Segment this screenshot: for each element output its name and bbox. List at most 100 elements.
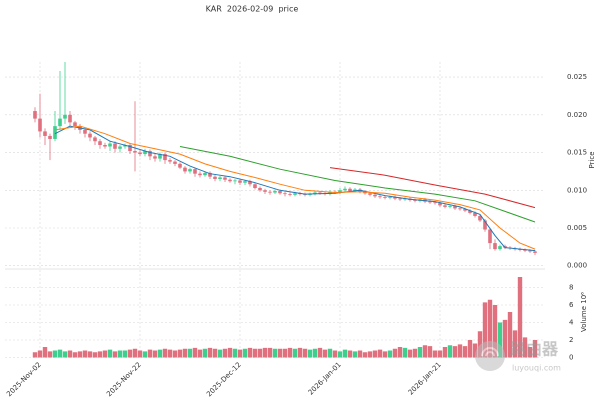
volume-bar <box>347 350 353 358</box>
candle-body <box>188 169 192 172</box>
volume-bar <box>252 348 258 358</box>
volume-bar <box>477 331 483 358</box>
candle-body <box>43 131 47 136</box>
candle-body <box>293 193 297 195</box>
volume-bar <box>52 350 58 358</box>
x-tick-label: 2025-Nov-22 <box>105 361 143 399</box>
volume-bar <box>392 348 398 358</box>
candle-body <box>398 198 402 200</box>
volume-bar <box>512 330 518 358</box>
volume-bar <box>362 352 368 358</box>
volume-bar <box>387 350 393 358</box>
candle-body <box>478 215 482 221</box>
volume-bar <box>297 347 303 358</box>
candle-body <box>48 135 52 139</box>
candle-body <box>168 160 172 162</box>
y-tick-label: 0.010 <box>567 186 587 194</box>
candle-body <box>158 154 162 159</box>
volume-bar <box>322 349 328 358</box>
candle-body <box>453 206 457 209</box>
candle-body <box>433 202 437 204</box>
volume-bar <box>372 350 378 358</box>
volume-bar <box>482 302 488 358</box>
volume-bar <box>217 349 223 358</box>
volume-bar <box>457 344 463 358</box>
volume-bar <box>127 349 133 358</box>
candle-body <box>63 114 67 119</box>
candle-body <box>243 181 247 183</box>
volume-bar <box>272 348 278 358</box>
y-tick-label: 0.025 <box>567 73 587 81</box>
volume-bar <box>182 348 188 358</box>
candle-body <box>238 180 242 183</box>
volume-bar <box>432 350 438 358</box>
candle-body <box>313 192 317 195</box>
volume-bar <box>47 351 53 358</box>
candle-body <box>353 189 357 192</box>
candle-body <box>33 111 37 119</box>
volume-bar <box>82 350 88 358</box>
candle-body <box>128 145 132 152</box>
volume-bar <box>352 351 358 358</box>
volume-bar <box>462 346 468 358</box>
candle-body <box>173 161 177 164</box>
candle-body <box>118 146 122 149</box>
volume-bar <box>502 319 508 358</box>
volume-bar <box>417 347 423 358</box>
volume-bar <box>67 350 73 358</box>
candle-body <box>393 197 397 199</box>
candle-body <box>438 203 442 206</box>
volume-bar <box>277 348 283 358</box>
volume-bar <box>497 322 503 358</box>
candle-body <box>373 194 377 197</box>
volume-bar <box>302 348 308 358</box>
candle-body <box>378 196 382 198</box>
candle-body <box>253 184 257 189</box>
volume-bar <box>342 349 348 358</box>
volume-bar <box>227 347 233 358</box>
candle-body <box>163 154 167 161</box>
volume-bar <box>102 350 108 358</box>
candle-body <box>233 180 237 182</box>
volume-bar <box>532 340 538 358</box>
moving-average-line <box>54 125 536 252</box>
candle-body <box>218 177 222 179</box>
volume-bar <box>202 348 208 358</box>
moving-average-line <box>329 167 536 209</box>
volume-bar <box>317 347 323 358</box>
candle-body <box>73 122 77 127</box>
volume-tick-label: 8 <box>569 284 573 292</box>
watermark-title: 路由器 <box>510 340 559 359</box>
volume-bar <box>487 299 493 358</box>
volume-bar <box>292 348 298 358</box>
candle-body <box>103 145 107 147</box>
candle-body <box>473 212 477 216</box>
y-tick-label: 0.005 <box>567 224 587 232</box>
volume-bar <box>367 351 373 358</box>
candle-body <box>488 229 492 244</box>
candle-body <box>463 209 467 211</box>
candle-body <box>123 145 127 147</box>
volume-bar <box>92 352 98 358</box>
volume-bar <box>207 347 213 358</box>
y-tick-label: 0.020 <box>567 111 587 119</box>
candle-body <box>223 177 227 180</box>
volume-bar <box>142 351 148 358</box>
volume-bar <box>382 351 388 358</box>
volume-bar <box>397 347 403 358</box>
volume-bar <box>447 345 453 358</box>
volume-bar <box>97 351 103 358</box>
volume-bar <box>122 350 128 358</box>
volume-bar <box>197 349 203 358</box>
volume-bar <box>62 351 68 358</box>
volume-bar <box>472 343 478 358</box>
candle-body <box>413 200 417 201</box>
candle-body <box>268 191 272 193</box>
volume-bar <box>357 350 363 358</box>
candle-body <box>143 151 147 155</box>
candle-body <box>338 190 342 193</box>
candle-body <box>483 220 487 230</box>
y-tick-label: 0.015 <box>567 149 587 157</box>
y-tick-label: 0.000 <box>567 262 587 270</box>
